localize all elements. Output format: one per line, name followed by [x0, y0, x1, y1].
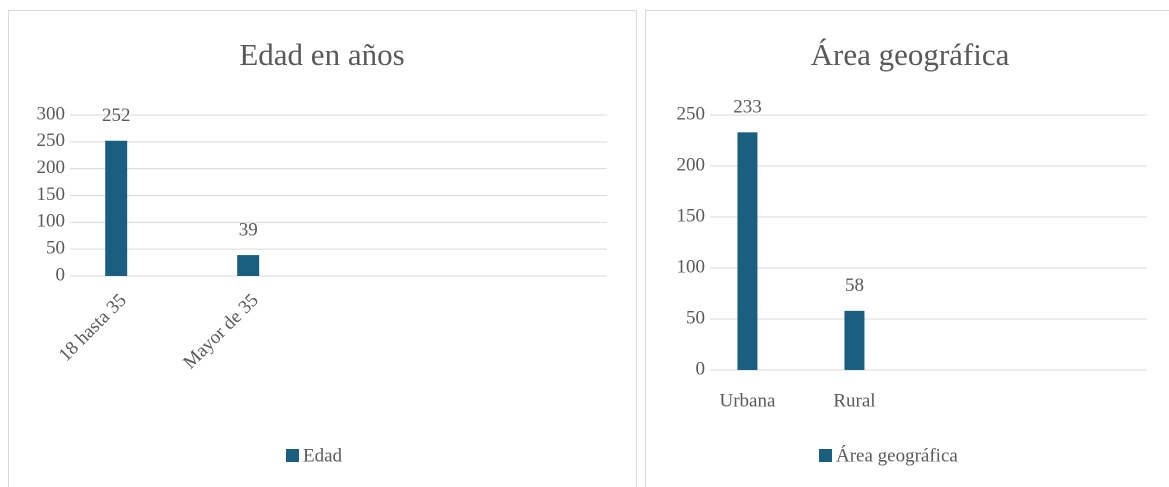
panel — [645, 10, 1169, 487]
data-label: 252 — [102, 105, 131, 126]
chart-title: Edad en años — [239, 37, 404, 72]
y-tick-label: 200 — [677, 154, 706, 175]
y-tick-label: 100 — [37, 211, 66, 232]
legend-swatch — [286, 449, 299, 462]
bar — [844, 310, 865, 370]
x-tick-label: Urbana — [719, 390, 775, 411]
legend-label: Edad — [303, 445, 343, 466]
bar — [105, 140, 128, 276]
chart-title: Área geográfica — [811, 37, 1010, 72]
y-tick-label: 200 — [37, 157, 66, 178]
legend-label: Área geográfica — [836, 444, 958, 466]
data-label: 58 — [845, 275, 864, 296]
y-tick-label: 50 — [686, 307, 705, 328]
x-tick-label: Rural — [833, 390, 875, 411]
y-tick-label: 100 — [677, 256, 706, 277]
legend-swatch — [819, 449, 832, 462]
y-tick-label: 250 — [677, 103, 706, 124]
bar — [737, 132, 758, 370]
y-tick-label: 150 — [677, 205, 706, 226]
y-tick-label: 50 — [46, 238, 65, 259]
y-tick-label: 300 — [37, 103, 66, 124]
y-tick-label: 0 — [696, 358, 706, 379]
y-tick-label: 0 — [56, 264, 66, 285]
y-tick-label: 250 — [37, 130, 66, 151]
data-label: 233 — [733, 97, 762, 118]
data-label: 39 — [239, 219, 258, 240]
bar — [237, 255, 260, 276]
y-tick-label: 150 — [37, 184, 66, 205]
